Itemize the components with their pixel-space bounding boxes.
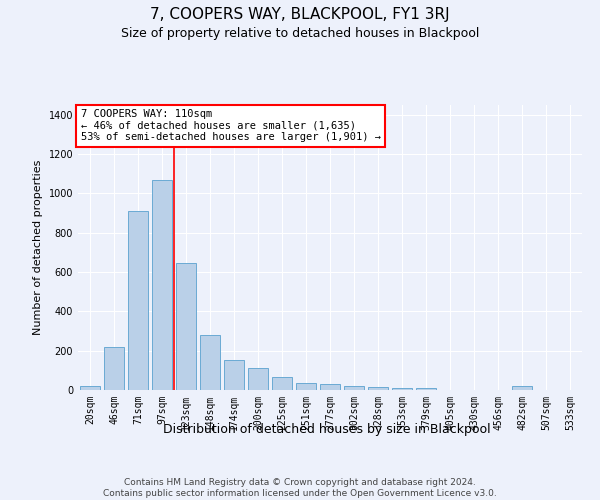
Bar <box>416 388 436 390</box>
Bar <box>152 180 172 390</box>
Bar <box>344 386 364 390</box>
Bar <box>200 335 220 390</box>
Text: 7 COOPERS WAY: 110sqm
← 46% of detached houses are smaller (1,635)
53% of semi-d: 7 COOPERS WAY: 110sqm ← 46% of detached … <box>80 110 380 142</box>
Bar <box>248 368 268 390</box>
Bar <box>512 386 532 390</box>
Bar <box>224 360 244 390</box>
Bar <box>296 382 316 390</box>
Text: Contains HM Land Registry data © Crown copyright and database right 2024.
Contai: Contains HM Land Registry data © Crown c… <box>103 478 497 498</box>
Bar <box>80 386 100 390</box>
Bar <box>320 384 340 390</box>
Y-axis label: Number of detached properties: Number of detached properties <box>33 160 43 335</box>
Bar <box>104 347 124 390</box>
Text: Size of property relative to detached houses in Blackpool: Size of property relative to detached ho… <box>121 28 479 40</box>
Text: 7, COOPERS WAY, BLACKPOOL, FY1 3RJ: 7, COOPERS WAY, BLACKPOOL, FY1 3RJ <box>150 8 450 22</box>
Bar <box>368 387 388 390</box>
Bar <box>128 211 148 390</box>
Bar <box>392 388 412 390</box>
Bar <box>272 376 292 390</box>
Text: Distribution of detached houses by size in Blackpool: Distribution of detached houses by size … <box>163 422 491 436</box>
Bar <box>176 263 196 390</box>
